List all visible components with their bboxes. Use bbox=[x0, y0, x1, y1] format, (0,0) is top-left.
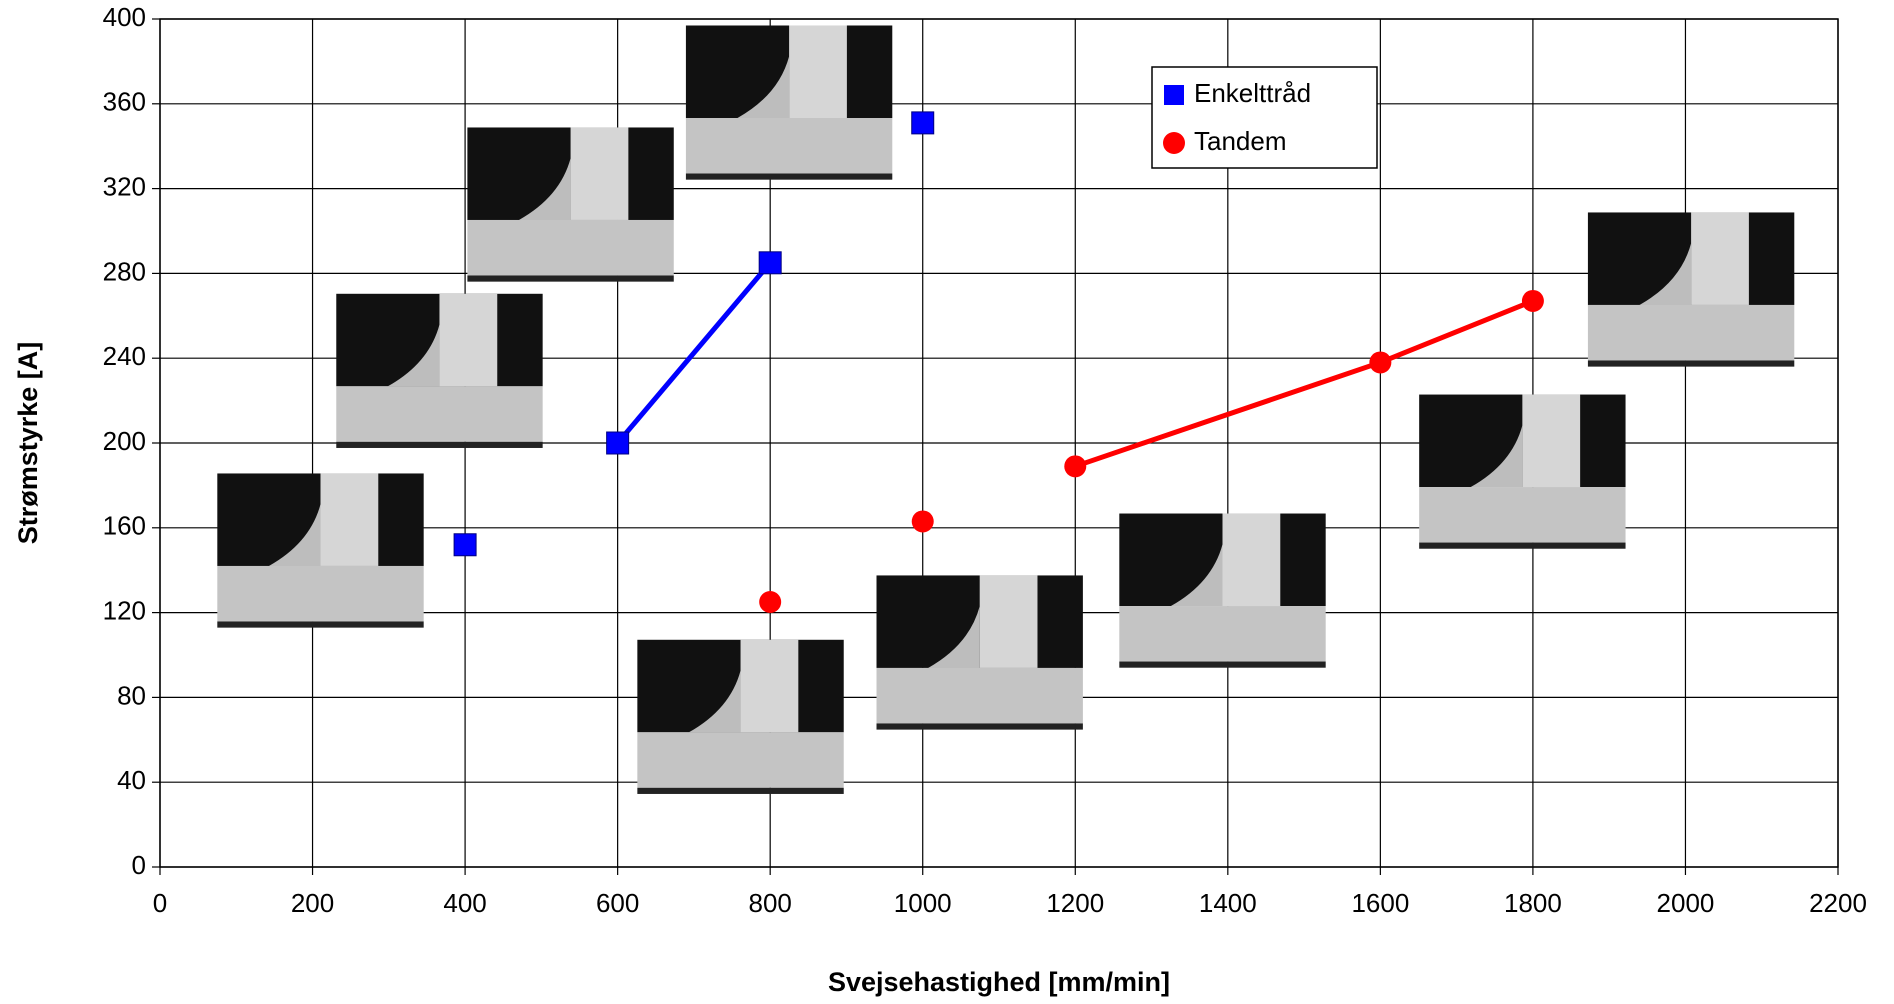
marker bbox=[606, 431, 630, 455]
y-tick-label: 400 bbox=[103, 2, 146, 32]
photo-weld bbox=[1170, 544, 1223, 607]
marker bbox=[758, 251, 782, 275]
weld-photo bbox=[1119, 513, 1326, 668]
x-tick-label: 1600 bbox=[1351, 888, 1409, 918]
photo-weld bbox=[518, 158, 571, 220]
y-tick-label: 120 bbox=[103, 595, 146, 625]
x-tick-label: 0 bbox=[153, 888, 167, 918]
photo-plate bbox=[1522, 394, 1581, 488]
marker bbox=[1064, 455, 1087, 478]
legend-label: Enkelttråd bbox=[1194, 78, 1311, 108]
photo-edge bbox=[1419, 542, 1626, 549]
x-tick-label: 1400 bbox=[1199, 888, 1257, 918]
photo-plate bbox=[570, 127, 629, 220]
marker bbox=[759, 591, 782, 613]
photo-base bbox=[1419, 487, 1626, 543]
photo-plate bbox=[320, 473, 379, 566]
photo-weld bbox=[928, 606, 980, 668]
y-tick-label: 40 bbox=[117, 765, 146, 795]
legend-marker bbox=[1164, 85, 1184, 105]
photo-plate bbox=[1222, 513, 1281, 607]
photo-edge bbox=[1587, 360, 1795, 367]
marker bbox=[911, 510, 934, 533]
photo-weld bbox=[1639, 243, 1692, 305]
x-tick-label: 200 bbox=[291, 888, 334, 918]
y-tick-label: 160 bbox=[103, 511, 146, 541]
photo-weld bbox=[1470, 425, 1523, 488]
weld-photo bbox=[1587, 212, 1795, 367]
x-tick-label: 2200 bbox=[1809, 888, 1867, 918]
photo-edge bbox=[336, 441, 543, 448]
y-tick-label: 80 bbox=[117, 680, 146, 710]
legend-label: Tandem bbox=[1194, 126, 1287, 156]
plot-frame bbox=[159, 18, 1839, 868]
photo-weld bbox=[737, 56, 790, 119]
photo-plate bbox=[439, 293, 498, 387]
x-tick-label: 1200 bbox=[1046, 888, 1104, 918]
weld-photo bbox=[685, 25, 893, 180]
marker bbox=[1369, 351, 1392, 374]
photo-edge bbox=[1119, 661, 1326, 668]
y-tick-label: 280 bbox=[103, 256, 146, 286]
x-tick-label: 1800 bbox=[1504, 888, 1562, 918]
marker bbox=[1521, 289, 1544, 312]
photo-base bbox=[637, 732, 844, 788]
photo-base bbox=[336, 386, 543, 442]
photo-plate bbox=[1691, 212, 1749, 305]
x-tick-label: 2000 bbox=[1657, 888, 1715, 918]
marker bbox=[453, 533, 477, 557]
legend-marker bbox=[1163, 132, 1185, 154]
x-tick-label: 600 bbox=[596, 888, 639, 918]
x-tick-label: 400 bbox=[443, 888, 486, 918]
photo-plate bbox=[979, 575, 1038, 668]
photo-plate bbox=[789, 25, 847, 119]
series-line bbox=[615, 261, 773, 445]
weld-photo bbox=[467, 127, 674, 282]
photo-weld bbox=[268, 504, 321, 566]
photo-base bbox=[467, 219, 674, 276]
photo-edge bbox=[217, 621, 424, 628]
weld-photo bbox=[1419, 394, 1626, 549]
photo-base bbox=[876, 667, 1083, 724]
photo-edge bbox=[876, 723, 1083, 730]
x-tick-label: 800 bbox=[748, 888, 791, 918]
photo-weld bbox=[387, 324, 440, 387]
photo-edge bbox=[467, 275, 674, 282]
marker bbox=[911, 111, 935, 135]
photo-base bbox=[1587, 304, 1795, 361]
photo-base bbox=[1119, 606, 1326, 662]
photo-base bbox=[217, 565, 424, 622]
photo-edge bbox=[637, 787, 844, 794]
weld-photo bbox=[876, 575, 1083, 730]
weld-photo bbox=[336, 293, 543, 448]
x-tick-label: 1000 bbox=[894, 888, 952, 918]
x-axis-label: Svejsehastighed [mm/min] bbox=[828, 967, 1170, 997]
y-tick-label: 240 bbox=[103, 341, 146, 371]
photo-edge bbox=[685, 173, 893, 180]
weld-photo bbox=[217, 473, 424, 628]
photo-base bbox=[685, 118, 893, 174]
y-tick-label: 360 bbox=[103, 87, 146, 117]
y-axis-label: Strømstyrke [A] bbox=[13, 342, 43, 545]
y-tick-label: 320 bbox=[103, 171, 146, 201]
y-tick-label: 200 bbox=[103, 426, 146, 456]
weld-photo bbox=[637, 639, 844, 794]
y-tick-label: 0 bbox=[132, 850, 146, 880]
photo-plate bbox=[740, 639, 799, 733]
legend-box bbox=[1151, 66, 1378, 169]
photo-weld bbox=[688, 670, 741, 733]
